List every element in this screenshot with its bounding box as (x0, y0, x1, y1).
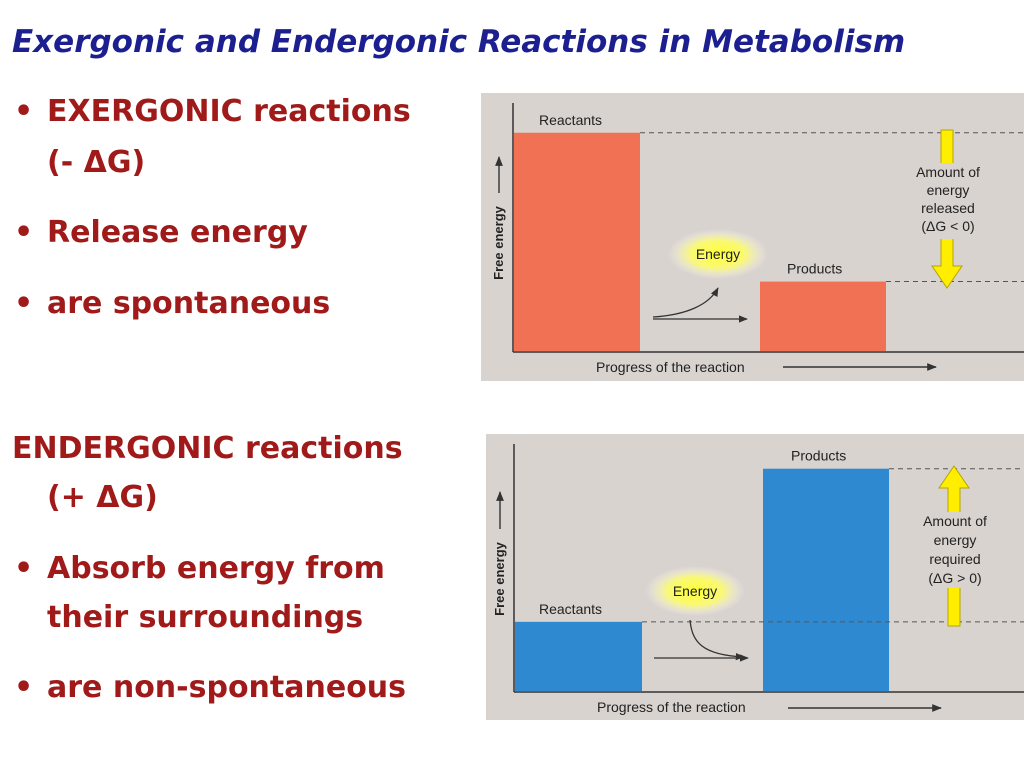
bullet-exergonic-heading: • EXERGONIC reactions (14, 94, 411, 129)
note-line: (ΔG > 0) (928, 570, 981, 586)
note-line: required (929, 551, 980, 567)
reactants-bar (514, 132, 640, 351)
bullet-exergonic-2: • are spontaneous (14, 286, 330, 321)
bullet-endergonic-1: • Absorb energy from (14, 551, 385, 586)
note-background (903, 163, 993, 239)
bullet-dot: • (14, 215, 34, 250)
energy-label: Energy (673, 583, 717, 599)
endergonic-diagram: Reactants Products Free energy Progress … (486, 434, 1024, 720)
exergonic-diagram: Reactants Products Free energy Progress … (481, 93, 1024, 381)
bullet-dot: • (14, 94, 34, 129)
note-line: Amount of (916, 164, 980, 180)
page-title: Exergonic and Endergonic Reactions in Me… (12, 24, 906, 60)
exergonic-delta: (- ΔG) (47, 145, 146, 180)
note-line: released (921, 200, 975, 216)
y-axis-label: Free energy (491, 205, 506, 279)
note-background (910, 512, 1000, 588)
note-line: energy (934, 532, 977, 548)
note-line: (ΔG < 0) (921, 218, 974, 234)
reactants-label: Reactants (539, 112, 602, 128)
bullet-dot: • (14, 551, 34, 586)
exergonic-bullet-text: Release energy (47, 215, 308, 250)
endergonic-heading: ENDERGONIC reactions (12, 431, 403, 466)
endergonic-bullet-continuation: their surroundings (47, 600, 364, 635)
exergonic-heading: EXERGONIC reactions (47, 94, 411, 129)
products-label: Products (791, 448, 846, 464)
energy-input-curve-arrow (689, 619, 745, 661)
endergonic-bullet-text: Absorb energy from (47, 551, 385, 586)
exergonic-bullet-text: are spontaneous (47, 286, 331, 321)
energy-release-curve-arrow (652, 287, 719, 318)
energy-label: Energy (696, 246, 740, 262)
bullet-dot: • (14, 670, 34, 705)
note-line: energy (927, 182, 970, 198)
endergonic-delta: (+ ΔG) (47, 480, 158, 515)
products-bar (760, 281, 886, 351)
products-label: Products (787, 261, 842, 277)
note-line: Amount of (923, 513, 987, 529)
reactants-label: Reactants (539, 601, 602, 617)
x-axis-label: Progress of the reaction (596, 359, 745, 375)
endergonic-bullet-text: are non-spontaneous (47, 670, 407, 705)
bullet-exergonic-1: • Release energy (14, 215, 308, 250)
bullet-dot: • (14, 286, 34, 321)
reactants-bar (515, 621, 642, 691)
energy-glow (668, 229, 768, 279)
products-bar (763, 468, 889, 691)
energy-glow (645, 566, 745, 616)
bullet-endergonic-2: • are non-spontaneous (14, 670, 406, 705)
x-axis-label: Progress of the reaction (597, 699, 746, 715)
y-axis-label: Free energy (492, 541, 507, 615)
